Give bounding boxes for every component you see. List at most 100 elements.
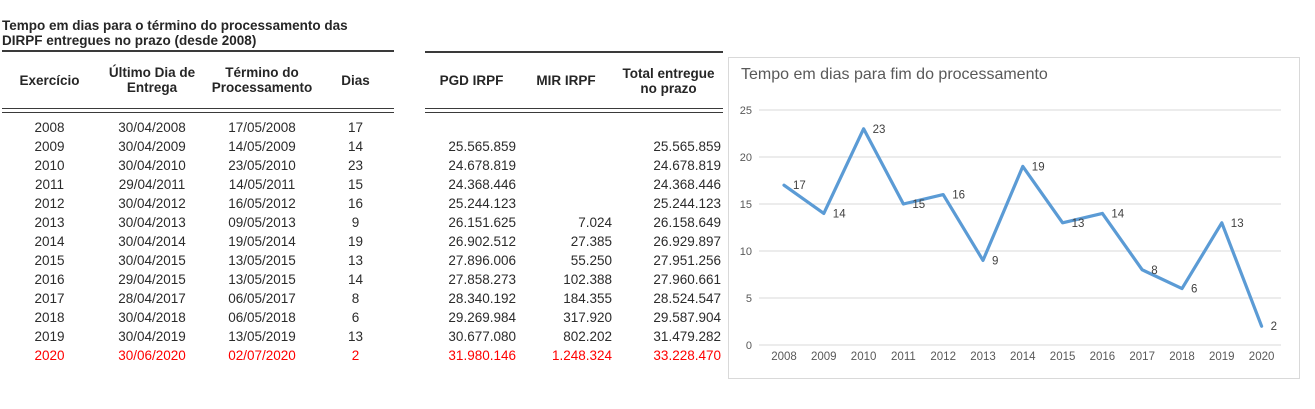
cell-mir-irpf: 102.388 (563, 272, 612, 287)
x-tick-label: 2014 (1010, 351, 1036, 363)
cell-termino: 16/05/2012 (228, 196, 296, 211)
cell-termino: 06/05/2017 (228, 291, 296, 306)
cell-exercicio: 2016 (34, 272, 65, 287)
cell-pgd-irpf: 31.980.146 (448, 348, 516, 363)
cell-exercicio: 2012 (34, 196, 65, 211)
cell-mir-irpf: 7.024 (578, 215, 612, 230)
cell-pgd-irpf: 26.902.512 (448, 234, 516, 249)
col-header-ultimo-dia: Último Dia de Entrega (108, 65, 196, 95)
col-header-total-entregue: Total entregue no prazo (622, 65, 715, 96)
table-row: 26.151.625 7.024 26.158.649 (425, 213, 723, 232)
table-row: 2014 30/04/2014 19/05/2014 19 (2, 232, 394, 251)
x-tick-label: 2008 (771, 351, 797, 363)
table-row: 2009 30/04/2009 14/05/2009 14 (2, 137, 394, 156)
table-row: 27.858.273 102.388 27.960.661 (425, 270, 723, 289)
cell-dias: 13 (347, 253, 364, 268)
x-tick-label: 2015 (1050, 351, 1076, 363)
cell-mir-irpf (518, 156, 614, 175)
y-tick-label: 15 (740, 199, 752, 211)
cell-mir-irpf (518, 118, 614, 137)
table-row: 2019 30/04/2019 13/05/2019 13 (2, 327, 394, 346)
totals-table-header: PGD IRPF MIR IRPF Total entregue no praz… (425, 53, 723, 108)
processing-time-chart: Tempo em dias para fim do processamento … (728, 57, 1300, 379)
cell-ultimo-dia: 30/04/2010 (118, 158, 186, 173)
deadline-table-rows: 2008 30/04/2008 17/05/2008 17 2009 30/04/2009… (2, 118, 394, 365)
cell-pgd-irpf: 24.368.446 (448, 177, 516, 192)
col-header-exercicio: Exercício (19, 72, 80, 88)
cell-ultimo-dia: 29/04/2015 (118, 272, 186, 287)
cell-total-entregue: 27.960.661 (653, 272, 721, 287)
cell-exercicio: 2019 (34, 329, 65, 344)
cell-pgd-irpf: 27.896.006 (448, 253, 516, 268)
data-label: 9 (992, 255, 998, 267)
table-row: 28.340.192 184.355 28.524.547 (425, 289, 723, 308)
cell-dias: 23 (347, 158, 364, 173)
chart-title: Tempo em dias para fim do processamento (741, 66, 1048, 83)
cell-total-entregue: 25.565.859 (653, 139, 721, 154)
data-label: 13 (1072, 218, 1085, 230)
cell-ultimo-dia: 30/06/2020 (118, 348, 186, 363)
cell-ultimo-dia: 28/04/2017 (118, 291, 186, 306)
data-label: 17 (793, 180, 806, 192)
col-header-mir-irpf: MIR IRPF (536, 73, 596, 88)
cell-mir-irpf (518, 175, 614, 194)
cell-mir-irpf (518, 194, 614, 213)
cell-dias: 17 (347, 120, 364, 135)
y-tick-label: 0 (746, 340, 752, 352)
cell-ultimo-dia: 30/04/2014 (118, 234, 186, 249)
series-line (782, 127, 1264, 328)
header-double-rule (425, 108, 723, 113)
cell-exercicio: 2017 (34, 291, 65, 306)
cell-total-entregue: 27.951.256 (653, 253, 721, 268)
cell-ultimo-dia: 30/04/2009 (118, 139, 186, 154)
cell-dias: 16 (347, 196, 364, 211)
y-tick-label: 20 (740, 152, 752, 164)
cell-exercicio: 2009 (34, 139, 65, 154)
cell-termino: 06/05/2018 (228, 310, 296, 325)
table-row: 2010 30/04/2010 23/05/2010 23 (2, 156, 394, 175)
cell-pgd-irpf: 24.678.819 (448, 158, 516, 173)
cell-ultimo-dia: 30/04/2018 (118, 310, 186, 325)
data-label: 15 (912, 199, 925, 211)
x-tick-label: 2016 (1090, 351, 1116, 363)
table-row: 2018 30/04/2018 06/05/2018 6 (2, 308, 394, 327)
cell-dias: 8 (351, 291, 360, 306)
data-label: 16 (952, 190, 965, 202)
chart-plot-area: 0 5 10 15 20 25 2008 2009 2010 2011 2012 2013 2014 20… (740, 105, 1281, 363)
cell-termino: 17/05/2008 (228, 120, 296, 135)
cell-mir-irpf: 55.250 (570, 253, 612, 268)
table-row: 2008 30/04/2008 17/05/2008 17 (2, 118, 394, 137)
cell-dias: 19 (347, 234, 364, 249)
cell-ultimo-dia: 30/04/2019 (118, 329, 186, 344)
table-row: 2017 28/04/2017 06/05/2017 8 (2, 289, 394, 308)
totals-table-rows: 25.565.859 25.565.859 24.678.819 24.678.819… (425, 118, 723, 365)
x-tick-label: 2020 (1249, 351, 1275, 363)
y-tick-label: 25 (740, 105, 752, 117)
cell-termino: 23/05/2010 (228, 158, 296, 173)
cell-termino: 14/05/2009 (228, 139, 296, 154)
cell-exercicio: 2011 (34, 177, 65, 192)
y-tick-label: 5 (746, 293, 752, 305)
x-tick-label: 2011 (891, 351, 916, 363)
table-row: 2011 29/04/2011 14/05/2011 15 (2, 175, 394, 194)
table-row: 24.368.446 24.368.446 (425, 175, 723, 194)
table-row: 25.565.859 25.565.859 (425, 137, 723, 156)
cell-dias: 6 (351, 310, 360, 325)
table-row: 2013 30/04/2013 09/05/2013 9 (2, 213, 394, 232)
cell-total-entregue (614, 118, 723, 137)
cell-total-entregue: 29.587.904 (653, 310, 721, 325)
cell-pgd-irpf: 30.677.080 (448, 329, 516, 344)
table-row: 2016 29/04/2015 13/05/2015 14 (2, 270, 394, 289)
cell-total-entregue: 25.244.123 (653, 196, 721, 211)
cell-mir-irpf: 1.248.324 (551, 348, 612, 363)
cell-total-entregue: 26.158.649 (653, 215, 721, 230)
cell-total-entregue: 24.678.819 (653, 158, 721, 173)
cell-pgd-irpf: 25.244.123 (448, 196, 516, 211)
x-tick-label: 2012 (930, 351, 956, 363)
x-tick-label: 2019 (1209, 351, 1235, 363)
table-row: 2015 30/04/2015 13/05/2015 13 (2, 251, 394, 270)
cell-ultimo-dia: 29/04/2011 (118, 177, 186, 192)
data-label: 19 (1032, 161, 1045, 173)
cell-mir-irpf: 802.202 (563, 329, 612, 344)
